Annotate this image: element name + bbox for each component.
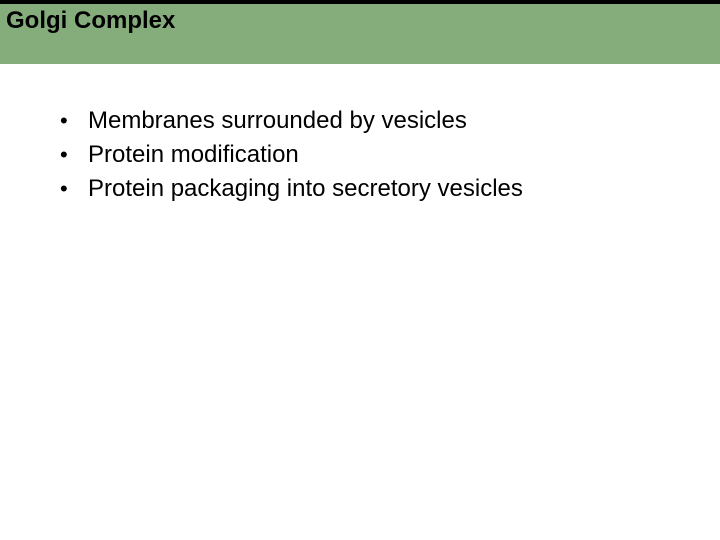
bullet-text: Membranes surrounded by vesicles bbox=[88, 106, 467, 136]
bullet-icon: • bbox=[60, 140, 88, 170]
bullet-icon: • bbox=[60, 174, 88, 204]
bullet-text: Protein modification bbox=[88, 140, 299, 170]
bullet-icon: • bbox=[60, 106, 88, 136]
content-area: • Membranes surrounded by vesicles • Pro… bbox=[0, 64, 720, 204]
list-item: • Protein modification bbox=[60, 140, 690, 170]
list-item: • Protein packaging into secretory vesic… bbox=[60, 174, 690, 204]
slide-title: Golgi Complex bbox=[6, 8, 712, 34]
list-item: • Membranes surrounded by vesicles bbox=[60, 106, 690, 136]
bullet-text: Protein packaging into secretory vesicle… bbox=[88, 174, 523, 204]
title-bar: Golgi Complex bbox=[0, 0, 720, 64]
slide: Golgi Complex • Membranes surrounded by … bbox=[0, 0, 720, 540]
